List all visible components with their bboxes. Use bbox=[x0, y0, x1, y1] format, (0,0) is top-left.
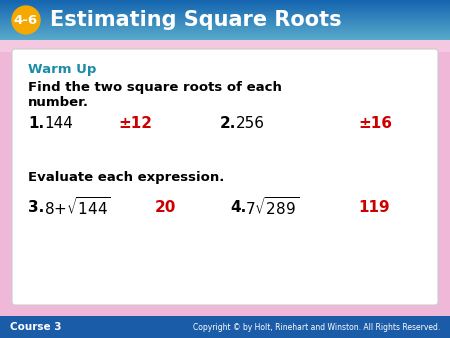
Circle shape bbox=[12, 6, 40, 34]
Bar bbox=[0, 19, 450, 20]
Bar bbox=[0, 29, 450, 30]
Bar bbox=[0, 10, 450, 11]
Bar bbox=[0, 18, 450, 19]
Bar bbox=[0, 28, 450, 29]
Bar bbox=[0, 1, 450, 2]
Bar bbox=[0, 32, 450, 33]
Bar bbox=[0, 33, 450, 34]
Bar bbox=[0, 25, 450, 26]
Bar bbox=[0, 26, 450, 27]
Bar bbox=[0, 13, 450, 14]
Text: 20: 20 bbox=[155, 199, 176, 215]
Bar bbox=[0, 34, 450, 35]
Bar bbox=[0, 36, 450, 37]
Text: Find the two square roots of each: Find the two square roots of each bbox=[28, 81, 282, 95]
Bar bbox=[0, 15, 450, 16]
Bar bbox=[0, 21, 450, 22]
Bar bbox=[0, 31, 450, 32]
Text: Course 3: Course 3 bbox=[10, 322, 62, 332]
Bar bbox=[0, 5, 450, 6]
Text: 256: 256 bbox=[236, 117, 265, 131]
Text: number.: number. bbox=[28, 97, 89, 110]
Bar bbox=[0, 12, 450, 13]
Bar bbox=[0, 22, 450, 23]
Bar bbox=[0, 35, 450, 36]
Bar bbox=[0, 9, 450, 10]
Bar bbox=[0, 6, 450, 7]
Text: Warm Up: Warm Up bbox=[28, 64, 96, 76]
Bar bbox=[0, 8, 450, 9]
Text: 4.: 4. bbox=[230, 199, 246, 215]
Text: ±12: ±12 bbox=[118, 117, 152, 131]
FancyBboxPatch shape bbox=[12, 49, 438, 305]
Bar bbox=[0, 7, 450, 8]
Bar bbox=[0, 37, 450, 38]
Text: 119: 119 bbox=[358, 199, 390, 215]
Text: 2.: 2. bbox=[220, 117, 236, 131]
Bar bbox=[0, 27, 450, 28]
Bar bbox=[0, 17, 450, 18]
Text: 144: 144 bbox=[44, 117, 73, 131]
Bar bbox=[0, 40, 450, 52]
Text: Estimating Square Roots: Estimating Square Roots bbox=[50, 10, 342, 30]
Bar bbox=[0, 20, 450, 21]
Text: 3.: 3. bbox=[28, 199, 44, 215]
Bar bbox=[0, 16, 450, 17]
Bar bbox=[0, 39, 450, 40]
Text: Copyright © by Holt, Rinehart and Winston. All Rights Reserved.: Copyright © by Holt, Rinehart and Winsto… bbox=[193, 322, 440, 332]
Text: $7\sqrt{289}$: $7\sqrt{289}$ bbox=[245, 196, 299, 218]
Bar bbox=[0, 23, 450, 24]
Bar bbox=[0, 2, 450, 3]
Bar bbox=[0, 38, 450, 39]
Bar bbox=[0, 0, 450, 1]
Bar bbox=[0, 11, 450, 12]
Text: $8{+}\sqrt{144}$: $8{+}\sqrt{144}$ bbox=[44, 196, 111, 218]
Text: Evaluate each expression.: Evaluate each expression. bbox=[28, 171, 225, 185]
Bar bbox=[0, 3, 450, 4]
Text: ±16: ±16 bbox=[358, 117, 392, 131]
Bar bbox=[0, 14, 450, 15]
Bar bbox=[0, 4, 450, 5]
Text: 1.: 1. bbox=[28, 117, 44, 131]
Bar bbox=[0, 24, 450, 25]
Bar bbox=[0, 30, 450, 31]
Bar bbox=[0, 316, 450, 338]
Text: 4-6: 4-6 bbox=[14, 14, 38, 26]
